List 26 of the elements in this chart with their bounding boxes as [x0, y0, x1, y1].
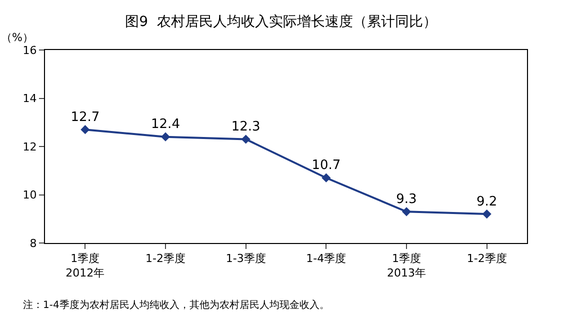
data-label: 12.7 — [70, 110, 100, 125]
data-label: 12.4 — [151, 117, 180, 132]
data-label: 9.3 — [396, 192, 417, 208]
point — [80, 125, 90, 134]
x-tick-label: 1季度 2012年 — [66, 252, 105, 280]
x-tick-label: 1-3季度 — [226, 252, 266, 266]
point — [160, 132, 170, 142]
y-tick-label: 8 — [30, 236, 37, 250]
data-label: 12.3 — [231, 120, 260, 135]
point — [322, 173, 331, 182]
point — [482, 210, 492, 219]
y-tick-label: 14 — [22, 92, 37, 106]
chart-title: 图9 农村居民人均收入实际增长速度（累计同比） — [125, 14, 437, 30]
y-axis-title: （%） — [1, 31, 34, 44]
point — [402, 207, 412, 216]
x-tick-label: 1季度 2013年 — [387, 252, 426, 280]
y-tick-label: 12 — [22, 140, 37, 154]
point — [241, 134, 250, 144]
x-tick-label: 1-2季度 — [146, 252, 186, 266]
x-tick-label: 1-4季度 — [306, 252, 346, 266]
y-tick-label: 10 — [22, 188, 37, 202]
text: 注：1-4季度为农村居民人均纯收入，其他为农村居民人均现金收入。 — [23, 299, 330, 311]
data-label: 9.2 — [476, 194, 498, 210]
y-tick-label: 16 — [22, 44, 37, 57]
data-label: 10.7 — [312, 158, 341, 174]
x-tick-label: 1-2季度 — [466, 252, 507, 266]
